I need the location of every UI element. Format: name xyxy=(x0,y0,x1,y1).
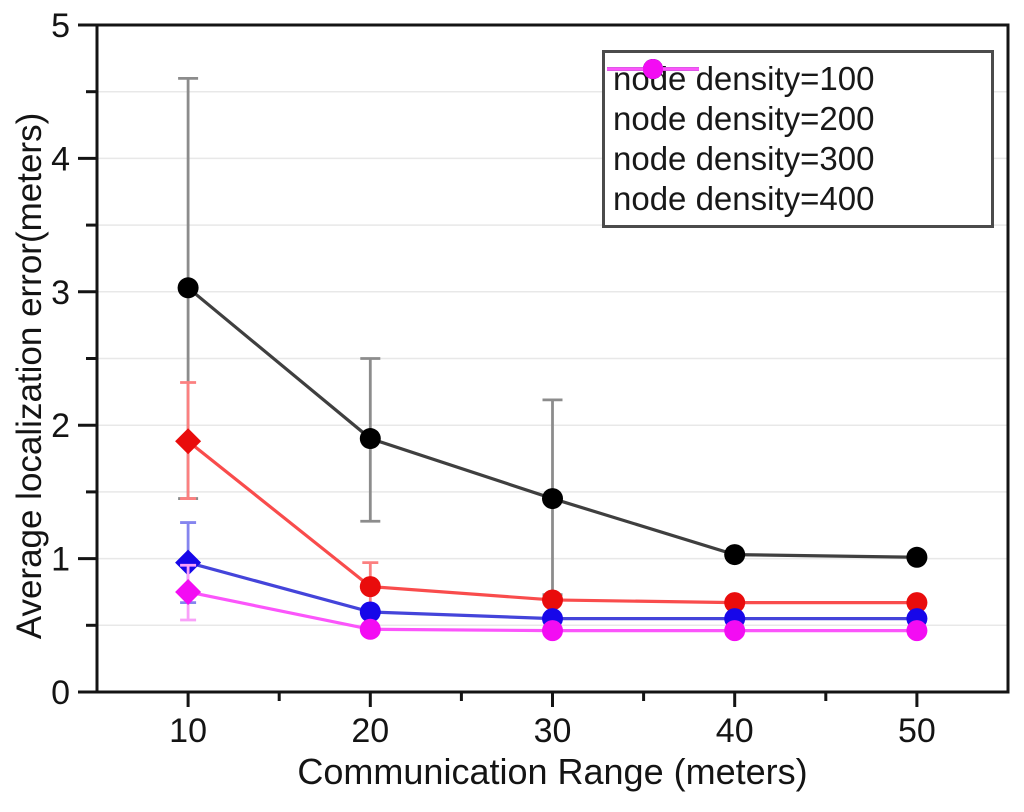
y-tick-label: 1 xyxy=(51,541,70,579)
data-point xyxy=(177,277,199,299)
legend-item-label: node density=400 xyxy=(613,180,875,217)
data-point xyxy=(359,428,381,450)
x-tick-label: 50 xyxy=(898,712,936,750)
data-point xyxy=(542,589,563,611)
x-tick-label: 40 xyxy=(716,712,754,750)
legend-item-node-density-400: node density=400 xyxy=(607,59,987,218)
data-point xyxy=(359,576,381,598)
data-point xyxy=(724,544,746,566)
x-tick-label: 20 xyxy=(351,712,389,750)
x-tick-label: 30 xyxy=(534,712,572,750)
legend-item-node-density-300: node density=300 xyxy=(607,59,987,178)
series-node-density-200 xyxy=(175,381,928,614)
y-tick-label: 4 xyxy=(51,140,70,178)
legend-item-node-density-200: node density=200 xyxy=(607,59,987,138)
data-point xyxy=(542,620,563,642)
data-point xyxy=(359,618,381,640)
legend: node density=100 node density=200 node d… xyxy=(602,50,994,228)
y-tick-label: 3 xyxy=(51,274,70,312)
data-point xyxy=(724,592,746,614)
data-point xyxy=(906,546,928,568)
y-axis-title: Average localization error(meters) xyxy=(10,112,49,640)
y-tick-label: 0 xyxy=(51,674,70,712)
data-point xyxy=(724,620,746,642)
data-point-diamond xyxy=(175,549,202,576)
series-node-density-400 xyxy=(175,563,928,642)
data-point xyxy=(906,592,928,614)
y-tick-label: 2 xyxy=(51,407,70,445)
data-point-diamond xyxy=(175,578,202,605)
data-point xyxy=(906,620,928,642)
legend-item-label: node density=200 xyxy=(613,100,875,137)
legend-sample-line-icon xyxy=(607,59,699,79)
x-axis-title: Communication Range (meters) xyxy=(297,751,808,792)
legend-marker xyxy=(643,59,663,79)
data-point xyxy=(359,601,381,623)
x-tick-label: 10 xyxy=(169,712,207,750)
y-tick-label: 5 xyxy=(51,7,70,45)
data-point-diamond xyxy=(175,428,202,455)
legend-item-label: node density=300 xyxy=(613,140,875,177)
data-point xyxy=(542,488,563,510)
